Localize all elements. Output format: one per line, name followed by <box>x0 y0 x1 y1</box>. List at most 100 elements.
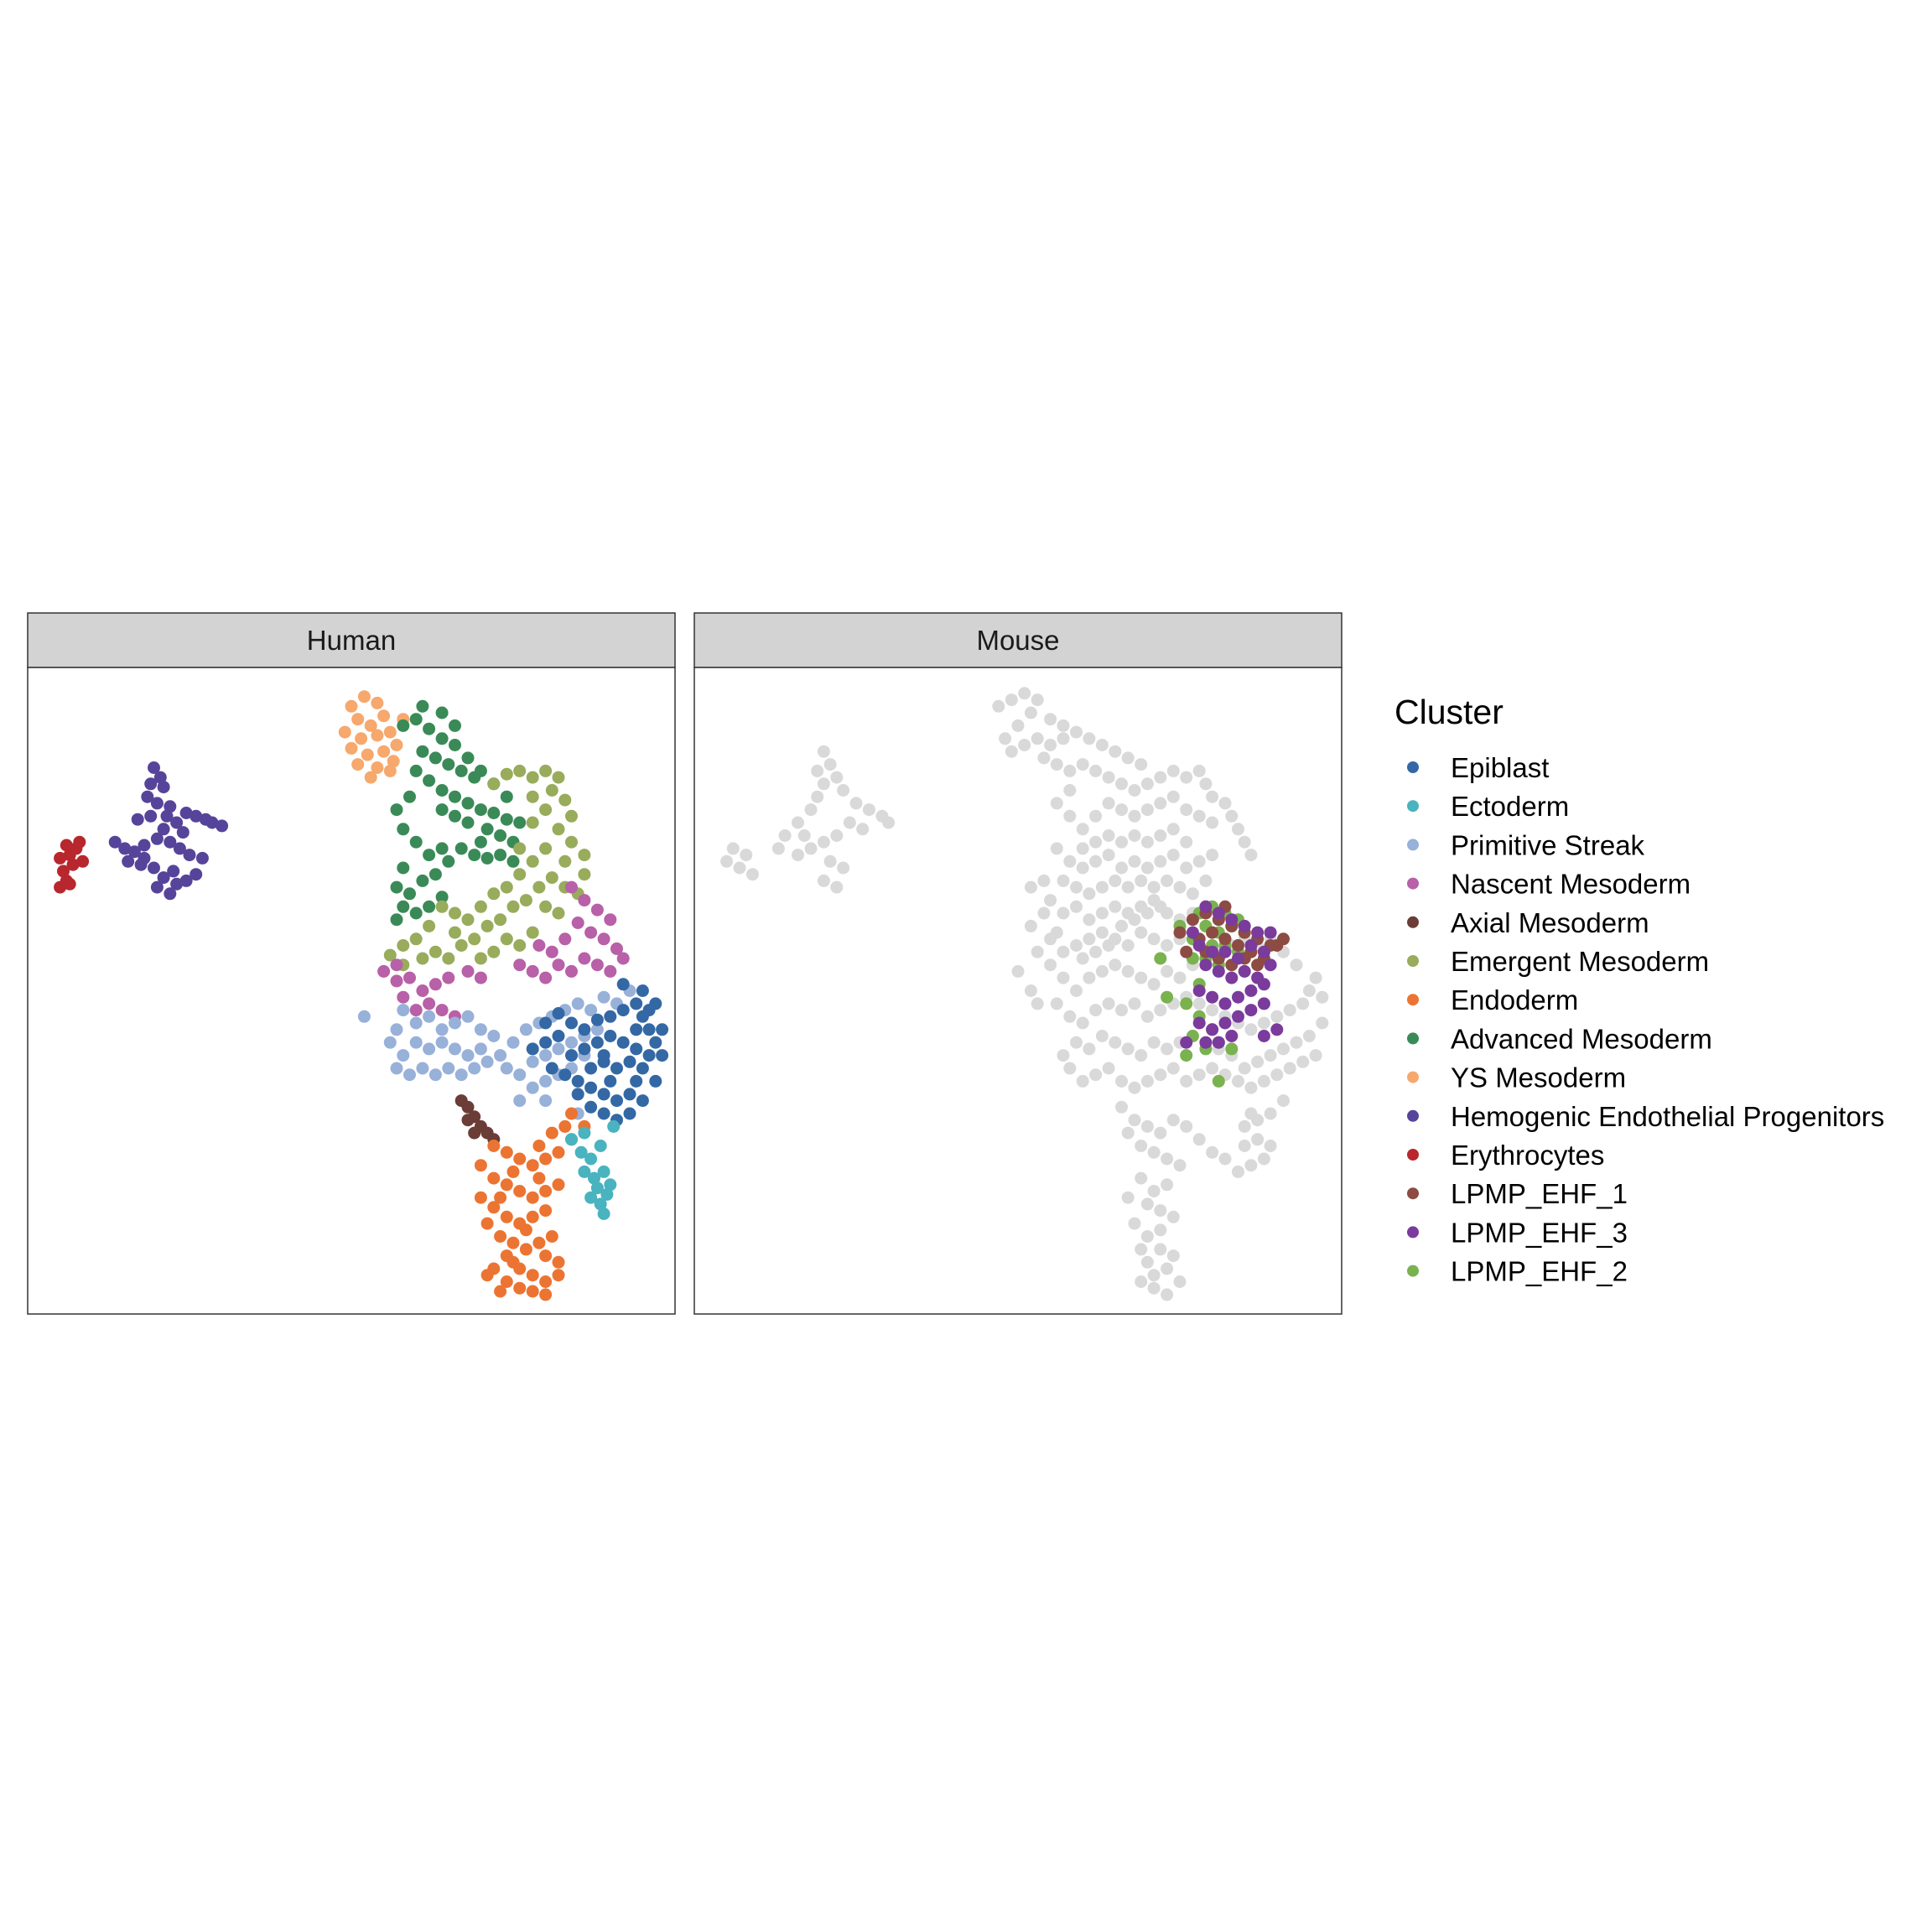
background-point <box>1128 829 1141 842</box>
background-point <box>830 880 844 894</box>
hemogenic-endothelial-progenitors-point <box>127 845 141 859</box>
advanced-mesoderm-point <box>423 722 436 735</box>
lpmp-ehf-3-point <box>1192 984 1206 997</box>
background-point <box>1192 1133 1206 1146</box>
legend-item-ys-mesoderm: YS Mesoderm <box>1407 1062 1626 1093</box>
background-point <box>1011 964 1025 978</box>
background-point <box>726 842 740 855</box>
background-point <box>1135 971 1148 984</box>
hemogenic-endothelial-progenitors-point <box>170 816 184 829</box>
background-point <box>1121 1191 1135 1204</box>
emergent-mesoderm-point <box>474 952 487 965</box>
legend: Cluster Epiblast Ectoderm Primitive Streak… <box>1394 693 1884 1287</box>
ys-mesoderm-point <box>371 761 384 774</box>
primitive-streak-point <box>390 1062 403 1075</box>
background-point <box>1257 1074 1270 1088</box>
emergent-mesoderm-point <box>558 854 572 868</box>
background-point <box>1076 1016 1089 1030</box>
legend-item-lpmp-ehf-3: LPMP_EHF_3 <box>1407 1217 1628 1248</box>
background-point <box>1302 984 1316 997</box>
hemogenic-endothelial-progenitors-point <box>173 842 186 855</box>
hemogenic-endothelial-progenitors-point <box>150 797 164 810</box>
legend-item-nascent-mesoderm: Nascent Mesoderm <box>1407 869 1690 900</box>
background-point <box>1199 777 1213 791</box>
lpmp-ehf-3-point <box>1199 1036 1213 1049</box>
advanced-mesoderm-point <box>390 913 403 927</box>
endoderm-point <box>526 1285 539 1298</box>
background-point <box>1050 842 1063 855</box>
advanced-mesoderm-point <box>435 891 449 904</box>
legend-label-endoderm: Endoderm <box>1451 984 1578 1015</box>
background-point <box>1199 874 1213 887</box>
background-point <box>1089 854 1103 868</box>
advanced-mesoderm-point <box>454 842 468 855</box>
background-point <box>1135 926 1148 939</box>
background-point <box>1135 1243 1148 1256</box>
lpmp-ehf-1-point <box>1232 939 1244 952</box>
primitive-streak-point <box>409 1036 423 1049</box>
axial-mesoderm-point <box>461 1114 475 1127</box>
emergent-mesoderm-point <box>578 849 591 862</box>
advanced-mesoderm-point <box>480 851 494 865</box>
ectoderm-point <box>565 1133 578 1146</box>
lpmp-ehf-3-point <box>1199 900 1213 913</box>
facet-human-strip <box>27 612 676 668</box>
advanced-mesoderm-point <box>474 764 487 777</box>
nascent-mesoderm-point <box>590 903 604 917</box>
background-point <box>1257 1016 1270 1030</box>
lpmp-ehf-3-point <box>1192 939 1206 952</box>
advanced-mesoderm-point <box>513 816 527 829</box>
erythrocytes-point <box>73 835 86 849</box>
hemogenic-endothelial-progenitors-point <box>160 809 174 823</box>
primitive-streak-point <box>494 1049 507 1062</box>
background-point <box>992 699 1005 713</box>
advanced-mesoderm-point <box>403 887 416 901</box>
background-point <box>804 842 818 855</box>
background-point <box>1140 1230 1154 1243</box>
background-point <box>1044 739 1057 751</box>
background-point <box>1316 990 1329 1004</box>
background-point <box>720 854 734 868</box>
ys-mesoderm-point <box>364 719 377 732</box>
advanced-mesoderm-point <box>487 807 501 819</box>
background-point <box>1135 874 1148 887</box>
epiblast-point <box>565 1016 578 1030</box>
legend-item-ectoderm: Ectoderm <box>1407 791 1569 822</box>
lpmp-ehf-3-point <box>1206 945 1219 958</box>
epiblast-point <box>630 997 643 1010</box>
background-point <box>1121 1042 1135 1056</box>
background-point <box>1277 1094 1290 1108</box>
advanced-mesoderm-point <box>409 906 423 920</box>
background-point <box>1206 816 1219 829</box>
background-point <box>1115 803 1128 817</box>
primitive-streak-point <box>519 1023 532 1036</box>
background-point <box>1173 971 1187 984</box>
epiblast-point <box>571 1074 584 1088</box>
epiblast-point <box>636 984 649 997</box>
background-point <box>1128 809 1141 823</box>
background-point <box>1206 1004 1219 1017</box>
background-point <box>1302 1030 1316 1042</box>
background-point <box>1140 906 1154 920</box>
epiblast-point <box>578 1042 591 1056</box>
background-point <box>1180 1119 1193 1133</box>
background-point <box>1063 809 1077 823</box>
background-point <box>1109 874 1122 887</box>
nascent-mesoderm-point <box>403 971 416 984</box>
background-point <box>1244 849 1258 862</box>
endoderm-point <box>487 1201 501 1214</box>
endoderm-point <box>526 1269 539 1282</box>
background-point <box>1192 764 1206 777</box>
hemogenic-endothelial-progenitors-point <box>157 871 170 885</box>
ectoderm-point <box>594 1140 607 1152</box>
background-point <box>1309 1049 1322 1062</box>
lpmp-ehf-3-point <box>1180 1036 1193 1049</box>
lpmp-ehf-3-point <box>1206 1023 1219 1036</box>
background-point <box>1128 854 1141 868</box>
epiblast-point <box>604 1074 617 1088</box>
primitive-streak-point <box>506 1036 520 1049</box>
background-point <box>811 790 824 803</box>
epiblast-point <box>590 1013 604 1026</box>
emergent-mesoderm-point <box>506 900 520 913</box>
